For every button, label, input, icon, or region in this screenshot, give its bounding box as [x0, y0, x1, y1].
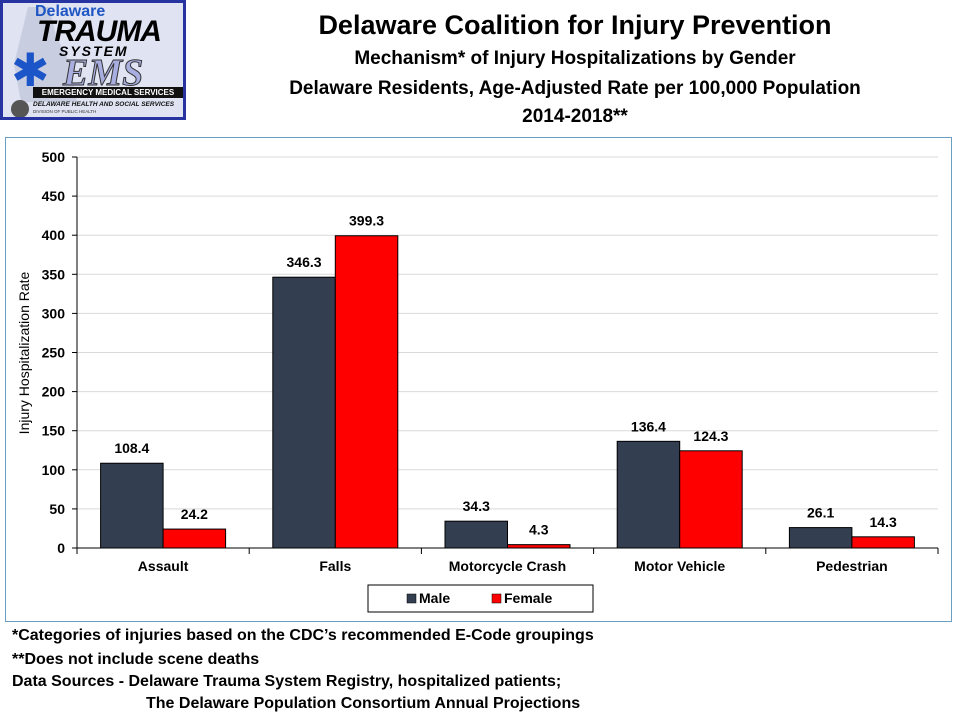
x-tick-label: Motorcycle Crash	[449, 558, 566, 574]
y-tick-label: 400	[42, 227, 66, 243]
chart-frame	[5, 137, 952, 622]
logo-line-2: TRAUMA	[37, 15, 162, 48]
bar-female	[507, 544, 571, 549]
footnote-2: **Does not include scene deaths	[12, 651, 260, 668]
legend: Male Female	[367, 584, 594, 613]
page-title: Delaware Coalition for Injury Prevention	[318, 10, 832, 40]
trauma-system-logo: Delaware TRAUMA SYSTEM ✱ EMS EMERGENCY M…	[0, 0, 186, 120]
y-tick-label: 0	[57, 540, 65, 556]
x-tick-label: Pedestrian	[816, 558, 888, 574]
x-tick-label: Falls	[319, 558, 351, 574]
y-tick-label: 200	[42, 384, 66, 400]
logo-line-1: Delaware	[35, 3, 106, 20]
data-label: 34.3	[463, 498, 490, 514]
data-label: 136.4	[631, 418, 666, 434]
labels: 0 50 100 150 200 250 300 350 400 450 500 Assault 108…	[42, 149, 897, 574]
data-label: 26.1	[807, 505, 834, 521]
bar-female	[334, 235, 399, 549]
data-label: 399.3	[349, 213, 384, 229]
bar-male	[272, 276, 336, 549]
logo-line-5: EMERGENCY MEDICAL SERVICES	[33, 87, 183, 98]
y-tick-label: 50	[49, 501, 65, 517]
logo-line-6: DELAWARE HEALTH AND SOCIAL SERVICES	[33, 101, 175, 108]
chart-subtitle-1: Mechanism* of Injury Hospitalizations by…	[354, 48, 796, 69]
gridlines	[77, 156, 938, 510]
bar-female	[679, 450, 743, 549]
footnote-1: *Categories of injuries based on the CDC…	[12, 627, 594, 644]
footnote-4: The Delaware Population Consortium Annua…	[146, 695, 581, 712]
y-tick-label: 300	[42, 305, 66, 321]
y-axis-label: Injury Hospitalization Rate	[16, 271, 32, 434]
data-label: 346.3	[287, 254, 322, 270]
data-label: 124.3	[693, 428, 728, 444]
axes	[72, 156, 939, 554]
data-label: 14.3	[870, 514, 897, 530]
data-label: 108.4	[114, 440, 149, 456]
footnote-3: Data Sources - Delaware Trauma System Re…	[12, 673, 562, 690]
bar-male	[788, 527, 853, 549]
chart-subtitle-2: Delaware Residents, Age-Adjusted Rate pe…	[289, 78, 861, 99]
bars	[100, 235, 915, 549]
star-of-life-icon: ✱	[11, 44, 50, 96]
y-tick-label: 250	[42, 345, 66, 361]
y-tick-label: 500	[42, 149, 66, 165]
bar-male	[616, 440, 681, 549]
legend-box	[367, 584, 594, 613]
y-tick-label: 450	[42, 188, 66, 204]
legend-label-female: Female	[504, 590, 552, 606]
dhss-seal-icon	[11, 100, 29, 117]
bar-female	[162, 528, 227, 549]
y-tick-label: 100	[42, 462, 66, 478]
bar-female	[851, 536, 915, 549]
x-tick-label: Assault	[138, 558, 189, 574]
legend-swatch-female	[491, 593, 502, 604]
bar-male	[444, 520, 508, 549]
chart-subtitle-3: 2014-2018**	[522, 106, 628, 127]
legend-swatch-male	[406, 593, 417, 604]
logo-line-7: DIVISION OF PUBLIC HEALTH	[33, 109, 97, 114]
x-tick-label: Motor Vehicle	[634, 558, 725, 574]
legend-label-male: Male	[419, 590, 450, 606]
logo-line-3: SYSTEM	[59, 43, 129, 59]
y-tick-label: 350	[42, 266, 66, 282]
data-label: 24.2	[181, 506, 208, 522]
y-tick-label: 150	[42, 423, 66, 439]
bar-male	[100, 462, 164, 549]
data-label: 4.3	[529, 522, 549, 538]
